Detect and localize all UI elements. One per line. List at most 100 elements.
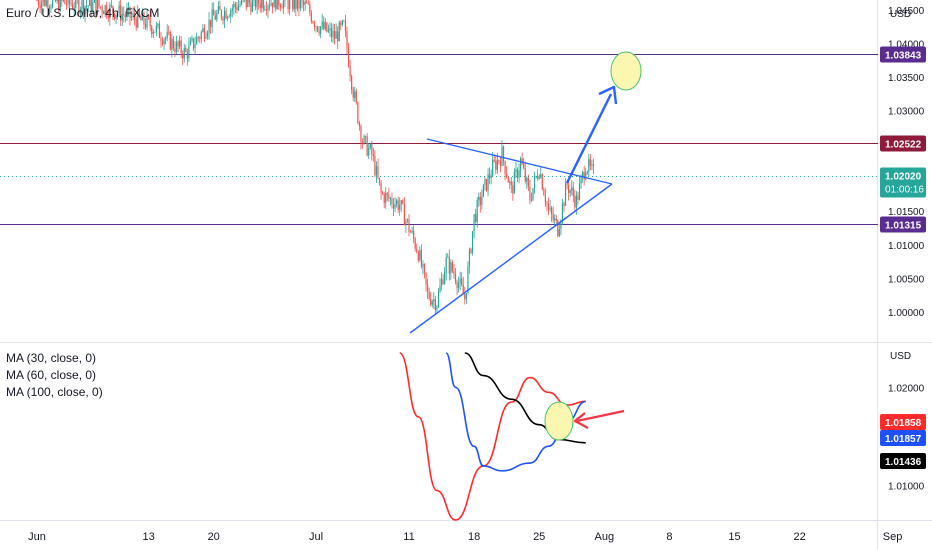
level-price-label: 1.02522 (885, 140, 922, 151)
candle-body (98, 0, 100, 7)
breakout-arrow[interactable] (565, 93, 613, 184)
ma100-legend[interactable]: MA (100, close, 0) (6, 385, 103, 399)
candle-body (81, 0, 83, 10)
candle-body (388, 194, 390, 199)
candle-body (206, 32, 209, 37)
candle-body (555, 218, 557, 221)
triangle-upper-trendline[interactable] (426, 138, 613, 185)
candle-body (268, 5, 271, 7)
candle-body (563, 203, 565, 206)
candle-body (510, 181, 512, 186)
candle-body (366, 136, 368, 156)
price-tick-label: 1.04000 (888, 40, 925, 51)
candle-body (101, 6, 103, 12)
candle-body (377, 166, 379, 178)
candle-body (442, 279, 444, 284)
candle-body (306, 1, 308, 4)
ma-value-badge (880, 430, 926, 446)
price-axis[interactable]: 1.04500 1.04000 1.03500 1.03000 1.01500 1.010… (880, 6, 926, 493)
candle-body (154, 31, 156, 33)
current-price-label: 1.02020 (885, 172, 922, 183)
candle-body (42, 0, 44, 3)
level-price-label: 1.01315 (885, 221, 922, 232)
candle-body (309, 4, 311, 13)
candle-body (258, 0, 260, 4)
candle-body (96, 0, 99, 14)
candle-body (175, 41, 178, 53)
candle-body (450, 262, 452, 274)
candle-body (251, 0, 254, 12)
time-tick-label: 15 (728, 531, 740, 543)
candle-body (533, 176, 536, 189)
candle-body (537, 176, 539, 179)
candle-body (445, 257, 447, 273)
candle-body (130, 16, 133, 18)
candle-body (389, 198, 391, 200)
candle-body (447, 256, 449, 258)
candle-body (492, 159, 494, 177)
candle-body (326, 22, 328, 32)
crossover-circle[interactable] (544, 401, 574, 441)
candle-body (371, 144, 373, 155)
symbol-title[interactable]: Euro / U.S. Dollar, 4h, FXCM (6, 6, 160, 20)
candle-body (561, 203, 564, 221)
candle-body (121, 13, 123, 21)
target-circle[interactable] (610, 51, 642, 91)
candle-body (276, 0, 278, 10)
candlesticks[interactable] (36, 0, 595, 315)
candle-body (554, 218, 556, 221)
candle-body (171, 38, 173, 50)
ma-line-0[interactable] (399, 352, 586, 521)
candle-body (498, 160, 500, 162)
level-price-badge (880, 46, 926, 63)
time-axis[interactable]: Jun 13 20 Jul 11 18 25 Aug 8 15 22 Sep (28, 531, 902, 543)
candle-body (72, 4, 74, 9)
candle-body (281, 7, 283, 9)
price-tick-label: 1.00500 (888, 274, 925, 285)
ma60-legend[interactable]: MA (60, close, 0) (6, 368, 97, 382)
candle-body (163, 39, 165, 45)
candle-body (476, 200, 478, 222)
moving-averages[interactable] (399, 352, 625, 521)
candle-body (484, 179, 486, 185)
candle-body (166, 31, 168, 38)
price-tick-label: 1.04500 (888, 6, 925, 17)
candle-body (261, 0, 263, 8)
triangle-lower-trendline[interactable] (409, 183, 613, 334)
candle-body (86, 5, 88, 7)
candle-body (214, 15, 216, 20)
candle-body (138, 10, 140, 17)
drawings[interactable] (409, 51, 642, 334)
candle-body (532, 188, 534, 200)
candle-body (552, 214, 554, 221)
horizontal-levels[interactable] (0, 54, 878, 225)
candle-body (92, 2, 94, 13)
time-tick-label: 13 (142, 531, 154, 543)
ma30-legend[interactable]: MA (30, close, 0) (6, 351, 97, 365)
candle-body (237, 5, 240, 11)
candle-body (127, 7, 130, 11)
candle-body (140, 16, 142, 21)
crossover-arrow[interactable] (576, 409, 625, 423)
candle-body (436, 306, 438, 310)
candle-body (203, 28, 205, 39)
candle-body (413, 230, 415, 239)
candle-body (137, 10, 139, 28)
candle-body (568, 184, 570, 193)
candle-body (151, 26, 153, 34)
candle-body (323, 21, 325, 30)
candle-body (79, 9, 81, 14)
candle-body (512, 185, 514, 194)
candle-body (482, 184, 484, 197)
candle-body (313, 22, 316, 27)
candle-body (346, 30, 348, 49)
candle-body (430, 298, 432, 305)
candle-body (378, 177, 381, 183)
candle-body (411, 230, 413, 233)
candle-body (180, 40, 182, 54)
time-tick-label: Jul (309, 531, 323, 543)
candle-body (56, 0, 58, 2)
candle-body (234, 3, 236, 7)
candle-body (372, 154, 374, 156)
